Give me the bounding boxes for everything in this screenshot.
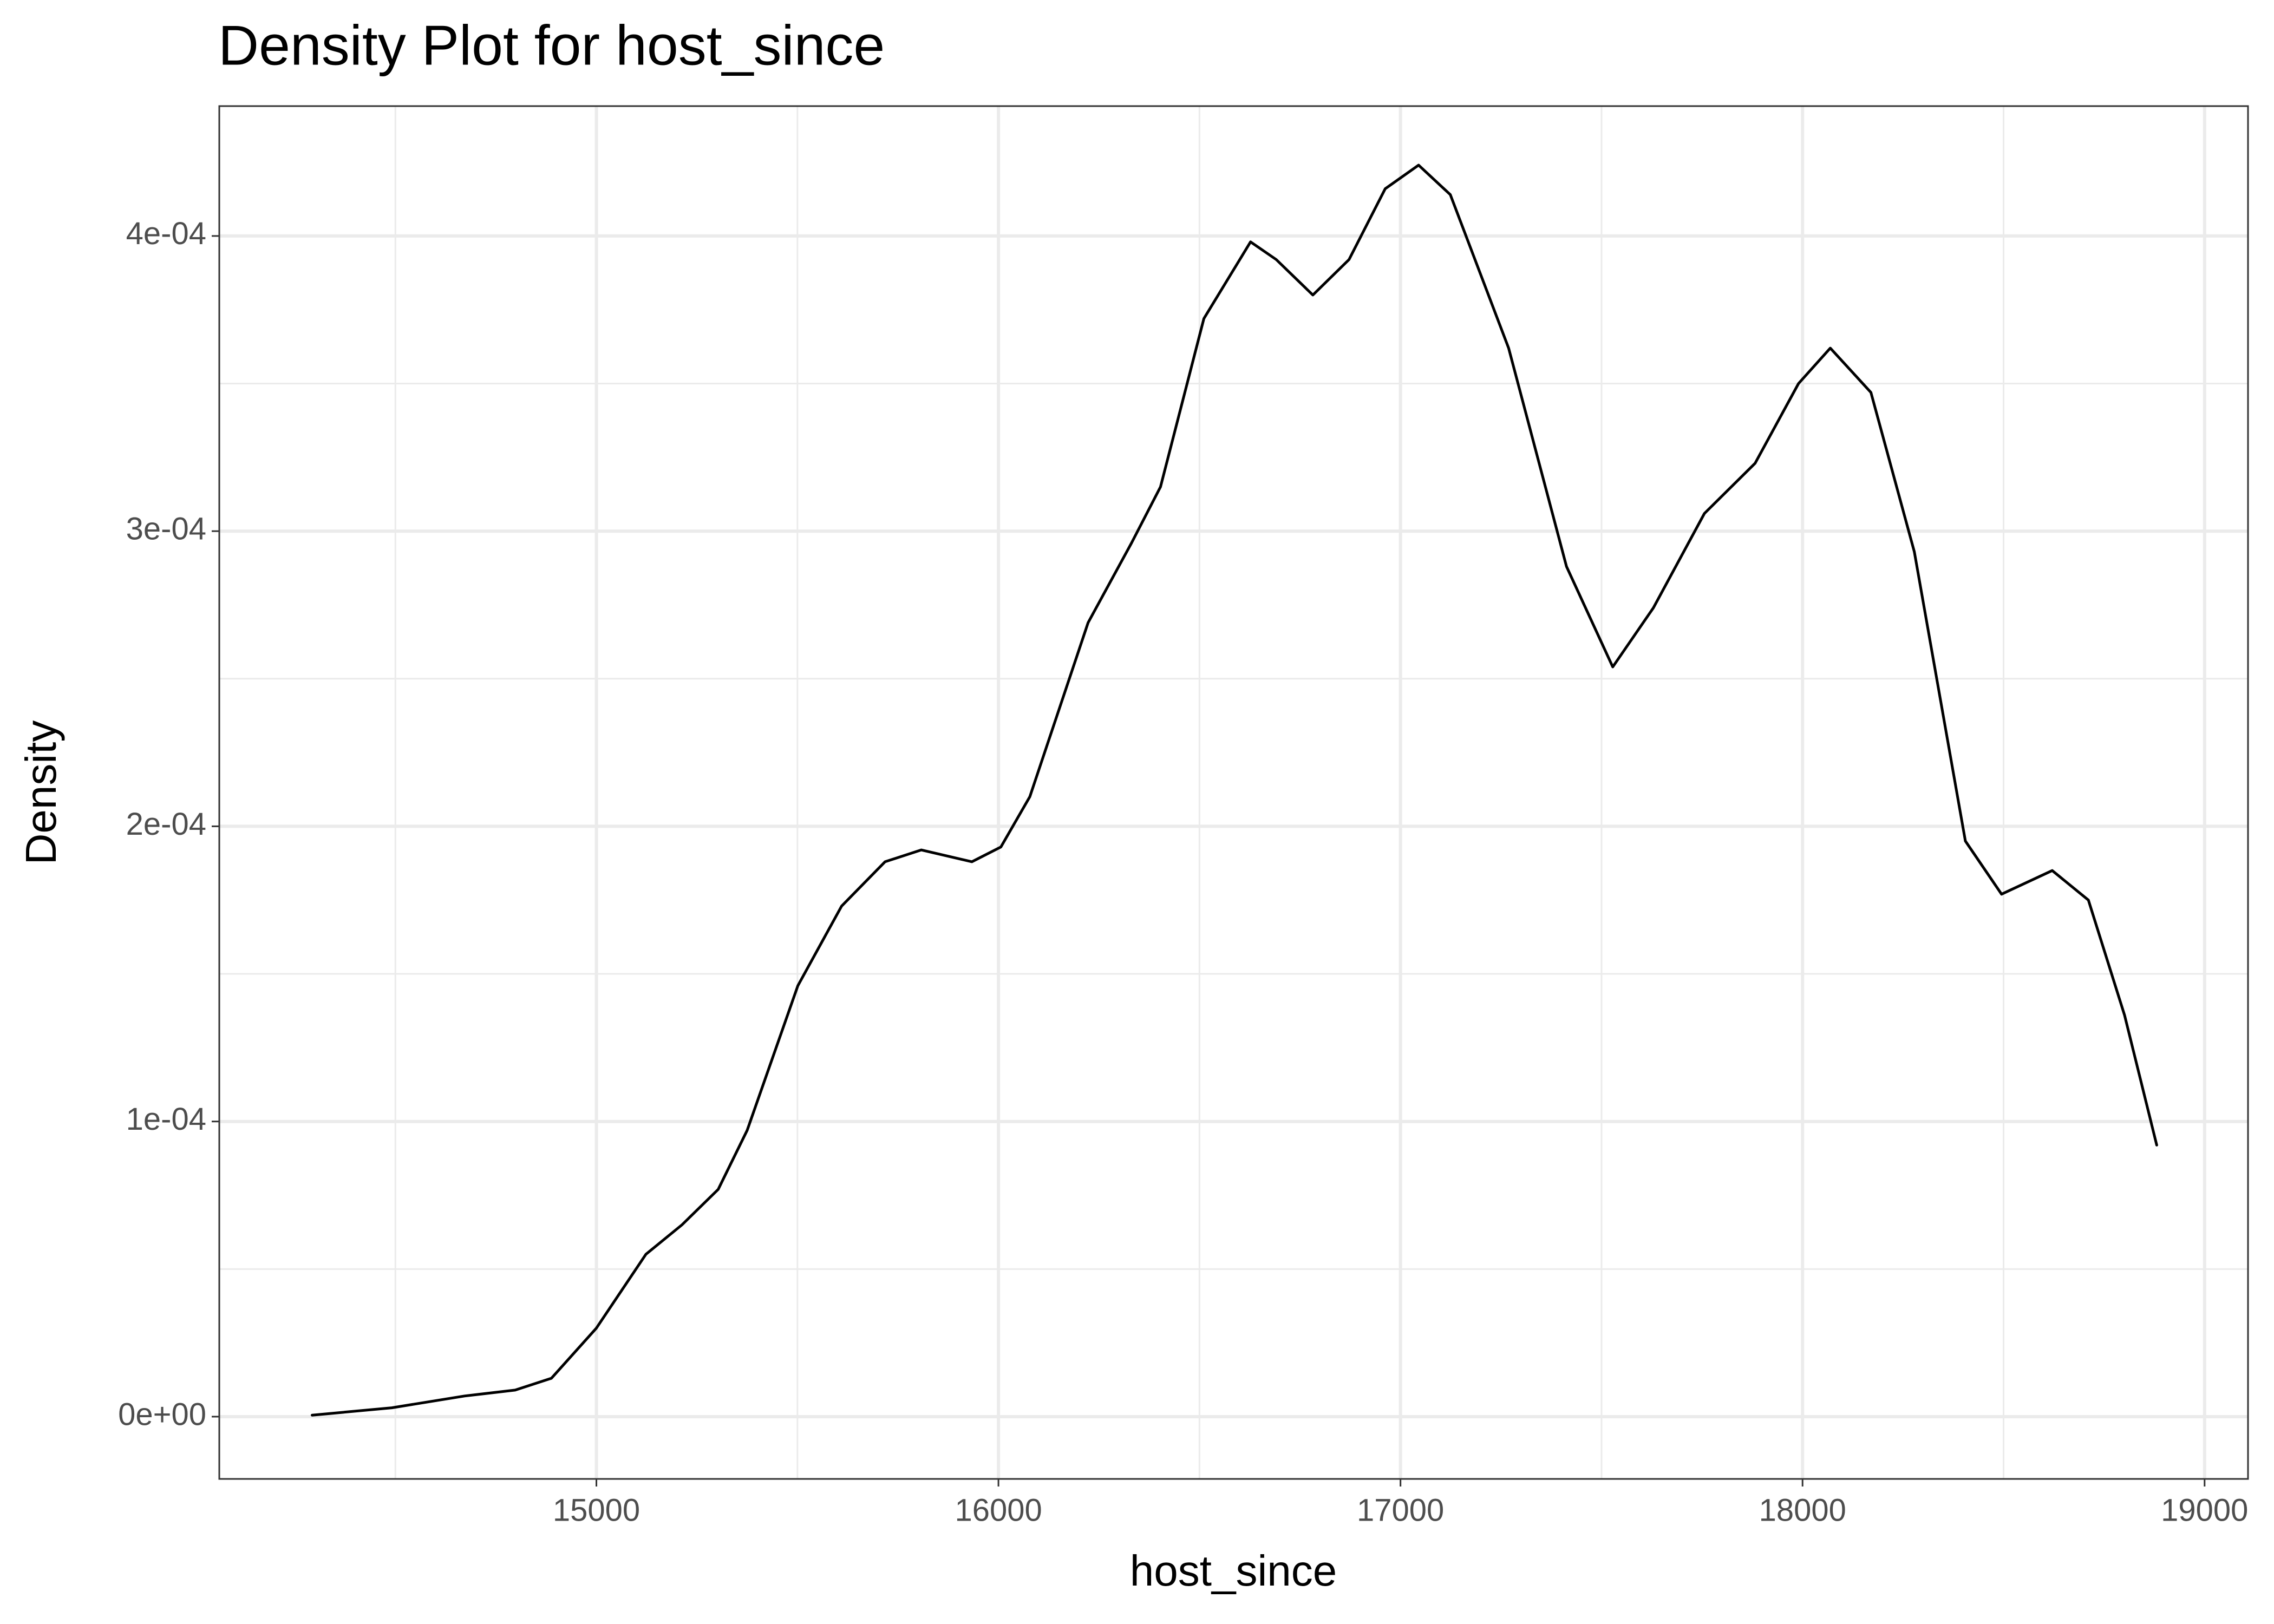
density-line [311, 163, 2158, 1417]
x-tick-label: 18000 [1759, 1492, 1846, 1528]
x-tick-label: 17000 [1357, 1492, 1444, 1528]
y-tick-label: 1e-04 [126, 1102, 206, 1137]
x-axis-title: host_since [1130, 1547, 1337, 1595]
panel-border [218, 105, 2249, 1480]
y-tick-label: 0e+00 [118, 1397, 206, 1432]
x-tick-label: 16000 [955, 1492, 1042, 1528]
y-tick-label: 2e-04 [126, 807, 206, 842]
x-tick-label: 19000 [2161, 1492, 2248, 1528]
y-tick-label: 4e-04 [126, 216, 206, 251]
x-tick-label: 15000 [553, 1492, 640, 1528]
chart-title: Density Plot for host_since [218, 14, 885, 77]
y-tick-label: 3e-04 [126, 512, 206, 547]
y-axis-title: Density [17, 721, 65, 865]
